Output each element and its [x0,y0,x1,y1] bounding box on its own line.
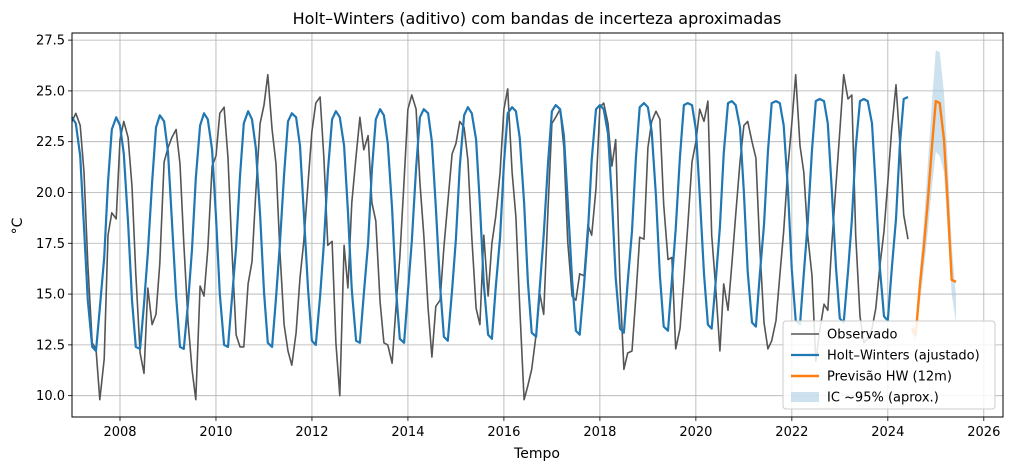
confidence-band-layer [911,50,956,341]
legend-label: Observado [827,328,898,343]
chart-title: Holt–Winters (aditivo) com bandas de inc… [293,9,782,28]
y-axis-ticks: 10.0 12.5 15.0 17.5 20.0 22.5 25.0 27.5 [36,34,72,404]
y-tick-label: 20.0 [36,186,65,201]
x-tick-label: 2014 [391,425,424,440]
legend-swatch [791,392,819,402]
x-tick-label: 2016 [487,425,520,440]
legend-label: Previsão HW (12m) [827,370,952,385]
x-tick-label: 2008 [103,425,136,440]
y-axis-label: °C [10,217,26,234]
x-tick-label: 2026 [967,425,1000,440]
y-tick-label: 27.5 [36,34,65,49]
legend: Observado Holt–Winters (ajustado) Previsão… [782,320,996,410]
confidence-band [911,50,956,341]
legend-label: IC ~95% (aprox.) [827,391,939,406]
x-tick-label: 2012 [295,425,328,440]
x-axis-ticks: 2008 2010 2012 2014 2016 2018 2020 2022 2024 2026 [103,417,1000,440]
x-tick-label: 2018 [583,425,616,440]
legend-label: Holt–Winters (ajustado) [827,349,980,364]
fitted-line [71,96,909,353]
x-tick-label: 2010 [199,425,232,440]
legend-box [782,320,996,410]
y-tick-label: 22.5 [36,135,65,150]
x-tick-label: 2020 [679,425,712,440]
x-axis-label: Tempo [513,446,560,462]
y-tick-label: 10.0 [36,389,65,404]
x-tick-label: 2024 [871,425,904,440]
y-tick-label: 25.0 [36,84,65,99]
x-tick-label: 2022 [775,425,808,440]
y-tick-label: 17.5 [36,237,65,252]
forecast-line [910,99,957,336]
y-tick-label: 15.0 [36,288,65,303]
y-tick-label: 12.5 [36,338,65,353]
plot-frame [71,32,1004,418]
series-layer [71,73,957,401]
observed-line [71,73,909,401]
